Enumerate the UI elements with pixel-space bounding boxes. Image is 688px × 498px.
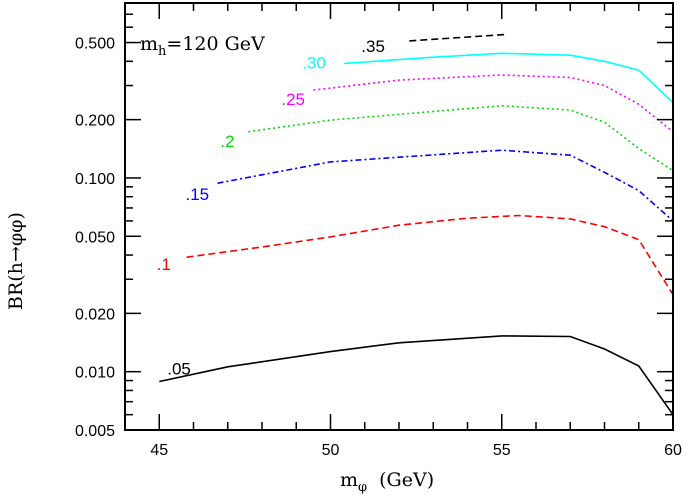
mass-annotation: mh=120 GeV [140,33,265,59]
y-axis-label: BR(h→φφ) [5,212,27,310]
series-line [159,335,674,416]
y-tick-label: 0.050 [75,229,115,246]
series-label: .35 [361,37,385,56]
series-line [186,214,674,296]
x-axis-label: mφ (GeV) [340,469,434,495]
series-label: .15 [185,185,209,204]
y-tick-label: 0.005 [75,423,115,440]
plot-frame [124,2,674,431]
series-line [344,52,674,104]
axis-ticks: 45 50 55 60 0.500 0.200 0.100 0.050 0.020 0.010 0.… [75,2,682,459]
y-tick-label: 0.100 [75,171,115,188]
y-tick-label: 0.010 [75,365,115,382]
plot-marks: .05 .1 .15 .2 .25 .30 .35 [157,33,674,416]
x-tick-label: 60 [664,442,682,459]
series-line [313,74,674,133]
x-tick-label: 45 [150,442,168,459]
x-tick-label: 55 [493,442,511,459]
y-tick-label: 0.200 [75,113,115,130]
y-tick-label: 0.500 [75,36,115,53]
y-tick-label: 0.020 [75,306,115,323]
series-label: .30 [302,53,326,72]
series-label: .1 [157,255,171,274]
x-tick-label: 50 [322,442,340,459]
series-label: .25 [281,90,305,109]
series-line [409,33,506,42]
series-label: .05 [167,359,191,378]
series-line [248,104,674,172]
series-label: .2 [220,132,234,151]
series-line [217,149,674,222]
